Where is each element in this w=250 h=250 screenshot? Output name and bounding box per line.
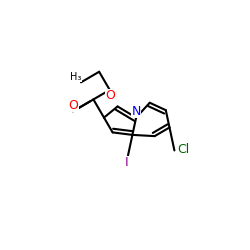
Text: Cl: Cl: [177, 143, 189, 156]
Text: N: N: [132, 105, 141, 118]
Text: I: I: [125, 156, 128, 169]
Text: O: O: [69, 98, 78, 112]
Text: H₃: H₃: [70, 72, 82, 82]
Text: O: O: [105, 89, 115, 102]
